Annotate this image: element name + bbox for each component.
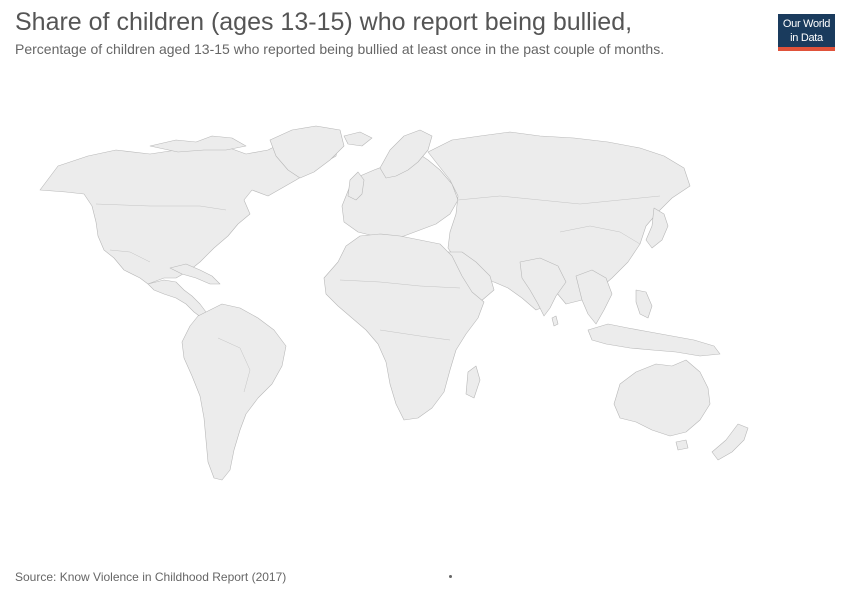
chart-title: Share of children (ages 13-15) who repor… (15, 8, 633, 36)
border-us-canada (95, 203, 227, 211)
border-sahara (339, 279, 461, 289)
caribbean-islands[interactable] (169, 263, 221, 285)
tasmania[interactable] (675, 439, 689, 451)
arctic-islands[interactable] (149, 135, 247, 153)
border-brazil (217, 337, 251, 393)
africa[interactable] (323, 233, 485, 421)
japan[interactable] (645, 207, 669, 249)
philippines[interactable] (635, 289, 653, 319)
australia[interactable] (613, 359, 711, 437)
indian-subcontinent[interactable] (519, 257, 567, 317)
owid-logo[interactable]: Our World in Data (778, 14, 835, 51)
logo-line-2: in Data (790, 32, 823, 44)
bullet-dot (449, 575, 452, 578)
central-america[interactable] (147, 279, 211, 319)
madagascar[interactable] (465, 365, 481, 399)
border-russia (457, 195, 661, 205)
border-us-mexico (109, 249, 151, 263)
border-central-africa (379, 329, 451, 341)
new-zealand[interactable] (711, 423, 749, 461)
iceland[interactable] (343, 131, 373, 147)
scandinavia[interactable] (379, 129, 433, 179)
source-note: Source: Know Violence in Childhood Repor… (15, 570, 287, 584)
southeast-asia[interactable] (575, 269, 613, 325)
logo-line-1: Our World (782, 18, 831, 30)
south-america[interactable] (181, 303, 287, 481)
british-isles[interactable] (347, 171, 365, 201)
border-china (559, 225, 641, 245)
maritime-southeast-asia[interactable] (587, 323, 721, 357)
chart-subtitle: Percentage of children aged 13-15 who re… (15, 41, 665, 57)
sri-lanka[interactable] (551, 315, 559, 327)
greenland[interactable] (269, 125, 345, 179)
